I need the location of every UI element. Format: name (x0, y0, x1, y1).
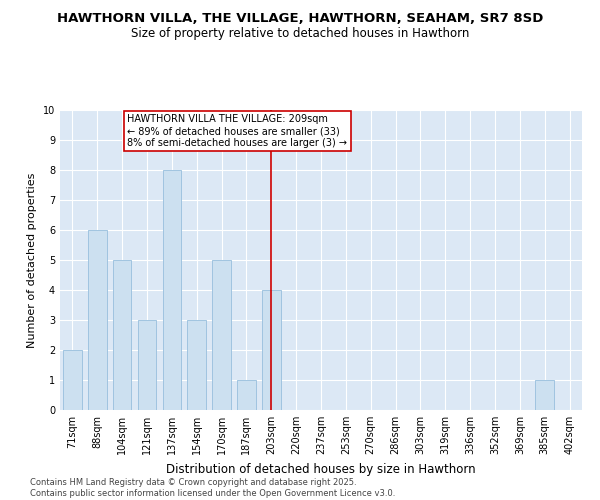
Bar (88, 230, 107, 410)
Bar (535, 380, 554, 410)
Text: Size of property relative to detached houses in Hawthorn: Size of property relative to detached ho… (131, 28, 469, 40)
Y-axis label: Number of detached properties: Number of detached properties (28, 172, 37, 348)
Bar (262, 290, 281, 410)
Text: HAWTHORN VILLA THE VILLAGE: 209sqm
← 89% of detached houses are smaller (33)
8% : HAWTHORN VILLA THE VILLAGE: 209sqm ← 89%… (127, 114, 347, 148)
Bar (137, 320, 157, 410)
Bar (237, 380, 256, 410)
X-axis label: Distribution of detached houses by size in Hawthorn: Distribution of detached houses by size … (166, 462, 476, 475)
Text: Contains HM Land Registry data © Crown copyright and database right 2025.
Contai: Contains HM Land Registry data © Crown c… (30, 478, 395, 498)
Text: HAWTHORN VILLA, THE VILLAGE, HAWTHORN, SEAHAM, SR7 8SD: HAWTHORN VILLA, THE VILLAGE, HAWTHORN, S… (57, 12, 543, 26)
Bar (113, 260, 131, 410)
Bar (63, 350, 82, 410)
Bar (163, 170, 181, 410)
Bar (187, 320, 206, 410)
Bar (212, 260, 231, 410)
